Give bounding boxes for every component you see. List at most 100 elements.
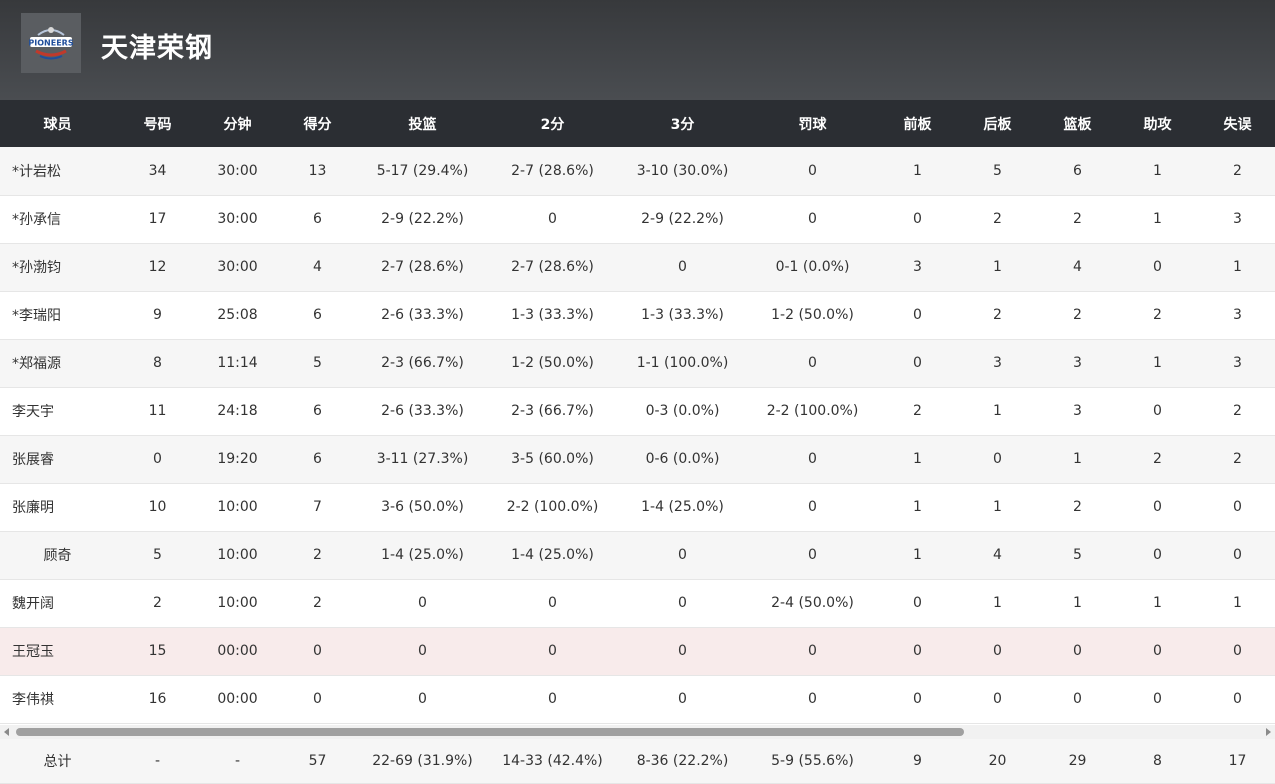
table-row[interactable]: 张展睿 0 19:20 6 3-11 (27.3%) 3-5 (60.0%) 0-6 (0.…: [0, 435, 1275, 483]
player-name-cell[interactable]: 李伟祺: [12, 692, 54, 708]
player-name-cell[interactable]: *李瑞阳: [12, 308, 61, 324]
column-header-free-throws[interactable]: 罚球: [798, 116, 827, 133]
minutes-cell: 10:00: [217, 499, 258, 515]
turnovers-cell: 0: [1233, 643, 1242, 659]
field-goals-cell: 2-7 (28.6%): [381, 259, 464, 275]
field-goals-cell: 0: [418, 595, 427, 611]
scrollbar-thumb[interactable]: [16, 728, 964, 736]
jersey-number-cell: 15: [148, 643, 167, 659]
free-throws-cell: 0: [808, 691, 817, 707]
three-pointers-cell: 0: [678, 691, 687, 707]
column-header-jersey-number[interactable]: 号码: [143, 116, 172, 133]
turnovers-cell: 2: [1233, 403, 1242, 419]
three-pointers-cell: 3-10 (30.0%): [636, 162, 729, 179]
minutes-cell: 10:00: [217, 547, 258, 563]
column-header-turnovers[interactable]: 失误: [1223, 116, 1252, 133]
turnovers-cell: 3: [1233, 307, 1242, 323]
column-header-points[interactable]: 得分: [303, 116, 332, 133]
totals-table: 总计 - - 57 22-69 (31.9%) 14-33 (42.4%) 8-36 (22…: [0, 739, 1275, 784]
table-row[interactable]: *郑福源 8 11:14 5 2-3 (66.7%) 1-2 (50.0%) 1-1 (10…: [0, 339, 1275, 387]
offensive-rebounds-cell: 1: [913, 499, 922, 515]
field-goals-cell: 1-4 (25.0%): [381, 547, 464, 563]
column-header-player-name[interactable]: 球员: [43, 116, 72, 133]
table-row[interactable]: 顾奇 5 10:00 2 1-4 (25.0%) 1-4 (25.0%) 0 0 1 4 5 0 0: [0, 531, 1275, 579]
table-row[interactable]: 李伟祺 16 00:00 0 0 0 0 0 0 0 0 0 0: [0, 675, 1275, 723]
total-assists-cell: 8: [1153, 752, 1162, 769]
table-row[interactable]: *孙渤钧 12 30:00 4 2-7 (28.6%) 2-7 (28.6%) 0 0-1 (…: [0, 243, 1275, 291]
jersey-number-cell: 10: [148, 499, 167, 515]
defensive-rebounds-cell: 1: [993, 499, 1002, 515]
minutes-cell: 30:00: [217, 259, 258, 275]
assists-cell: 1: [1153, 595, 1162, 611]
totals-row-container: 总计 - - 57 22-69 (31.9%) 14-33 (42.4%) 8-36 (22…: [0, 739, 1275, 783]
free-throws-cell: 0: [808, 355, 817, 371]
player-name-cell[interactable]: *孙承信: [12, 212, 61, 228]
rebounds-cell: 3: [1073, 355, 1082, 371]
table-row[interactable]: 李天宇 11 24:18 6 2-6 (33.3%) 2-3 (66.7%) 0-3 (0.…: [0, 387, 1275, 435]
table-row[interactable]: 张廉明 10 10:00 7 3-6 (50.0%) 2-2 (100.0%) 1-4 (2…: [0, 483, 1275, 531]
free-throws-cell: 0: [808, 643, 817, 659]
total-rebounds-cell: 29: [1068, 752, 1087, 769]
defensive-rebounds-cell: 5: [993, 162, 1002, 179]
two-pointers-cell: 0: [548, 691, 557, 707]
assists-cell: 1: [1153, 355, 1162, 371]
column-header-defensive-rebounds[interactable]: 后板: [983, 116, 1012, 133]
defensive-rebounds-cell: 2: [993, 211, 1002, 227]
table-row[interactable]: 王冠玉 15 00:00 0 0 0 0 0 0 0 0 0 0: [0, 627, 1275, 675]
rebounds-cell: 2: [1073, 211, 1082, 227]
total-defensive-rebounds-cell: 20: [988, 752, 1007, 769]
offensive-rebounds-cell: 0: [913, 643, 922, 659]
field-goals-cell: 0: [418, 643, 427, 659]
minutes-cell: 00:00: [217, 643, 258, 659]
field-goals-cell: 3-6 (50.0%): [381, 499, 464, 515]
column-header-two-pointers[interactable]: 2分: [540, 116, 565, 133]
scroll-right-arrow-icon[interactable]: [1266, 728, 1271, 736]
horizontal-scrollbar[interactable]: [0, 725, 1275, 739]
total-two-pointers-cell: 14-33 (42.4%): [502, 752, 603, 769]
field-goals-cell: 2-9 (22.2%): [381, 211, 464, 227]
boxscore-table-container[interactable]: 球员 号码 分钟 得分 投篮 2分 3分 罚球 前板 后板 篮板 助攻 失误 *计岩松 34 30:00 13…: [0, 100, 1275, 725]
column-header-assists[interactable]: 助攻: [1143, 116, 1172, 133]
boxscore-table: 球员 号码 分钟 得分 投篮 2分 3分 罚球 前板 后板 篮板 助攻 失误 *计岩松 34 30:00 13…: [0, 100, 1275, 724]
jersey-number-cell: 5: [153, 547, 162, 563]
table-row[interactable]: *李瑞阳 9 25:08 6 2-6 (33.3%) 1-3 (33.3%) 1-3 (33…: [0, 291, 1275, 339]
total-points-cell: 57: [308, 752, 327, 769]
player-name-cell[interactable]: *孙渤钧: [12, 260, 61, 276]
free-throws-cell: 2-2 (100.0%): [766, 403, 859, 419]
jersey-number-cell: 8: [153, 355, 162, 371]
minutes-cell: 30:00: [217, 162, 258, 179]
column-header-offensive-rebounds[interactable]: 前板: [903, 116, 932, 133]
jersey-number-cell: 2: [153, 595, 162, 611]
column-header-minutes[interactable]: 分钟: [223, 116, 252, 133]
three-pointers-cell: 1-3 (33.3%): [641, 307, 724, 323]
total-turnovers-cell: 17: [1228, 752, 1247, 769]
points-cell: 2: [313, 547, 322, 563]
player-name-cell[interactable]: 张展睿: [12, 452, 54, 468]
table-row[interactable]: 魏开阔 2 10:00 2 0 0 0 2-4 (50.0%) 0 1 1 1 1: [0, 579, 1275, 627]
points-cell: 2: [313, 595, 322, 611]
minutes-cell: 30:00: [217, 211, 258, 227]
field-goals-cell: 2-6 (33.3%): [381, 307, 464, 323]
turnovers-cell: 1: [1233, 595, 1242, 611]
defensive-rebounds-cell: 1: [993, 403, 1002, 419]
two-pointers-cell: 2-3 (66.7%): [511, 403, 594, 419]
table-row[interactable]: *孙承信 17 30:00 6 2-9 (22.2%) 0 2-9 (22.2%) 0 0 2 2 1…: [0, 195, 1275, 243]
player-name-cell[interactable]: 王冠玉: [12, 644, 54, 660]
table-row[interactable]: *计岩松 34 30:00 13 5-17 (29.4%) 2-7 (28.6%) 3-10…: [0, 147, 1275, 195]
column-header-field-goals[interactable]: 投篮: [408, 116, 437, 133]
turnovers-cell: 3: [1233, 211, 1242, 227]
player-name-cell[interactable]: 魏开阔: [12, 596, 54, 612]
player-name-cell[interactable]: 顾奇: [43, 548, 72, 564]
player-name-cell[interactable]: *郑福源: [12, 356, 61, 372]
offensive-rebounds-cell: 0: [913, 355, 922, 371]
column-header-rebounds[interactable]: 篮板: [1063, 116, 1092, 133]
turnovers-cell: 1: [1233, 259, 1242, 275]
player-name-cell[interactable]: 李天宇: [12, 404, 54, 420]
totals-row: 总计 - - 57 22-69 (31.9%) 14-33 (42.4%) 8-36 (22…: [0, 739, 1275, 783]
offensive-rebounds-cell: 3: [913, 259, 922, 275]
column-header-three-pointers[interactable]: 3分: [670, 116, 695, 133]
player-name-cell[interactable]: 张廉明: [12, 500, 54, 516]
three-pointers-cell: 1-1 (100.0%): [636, 355, 729, 371]
scroll-left-arrow-icon[interactable]: [4, 728, 9, 736]
player-name-cell[interactable]: *计岩松: [12, 163, 61, 180]
